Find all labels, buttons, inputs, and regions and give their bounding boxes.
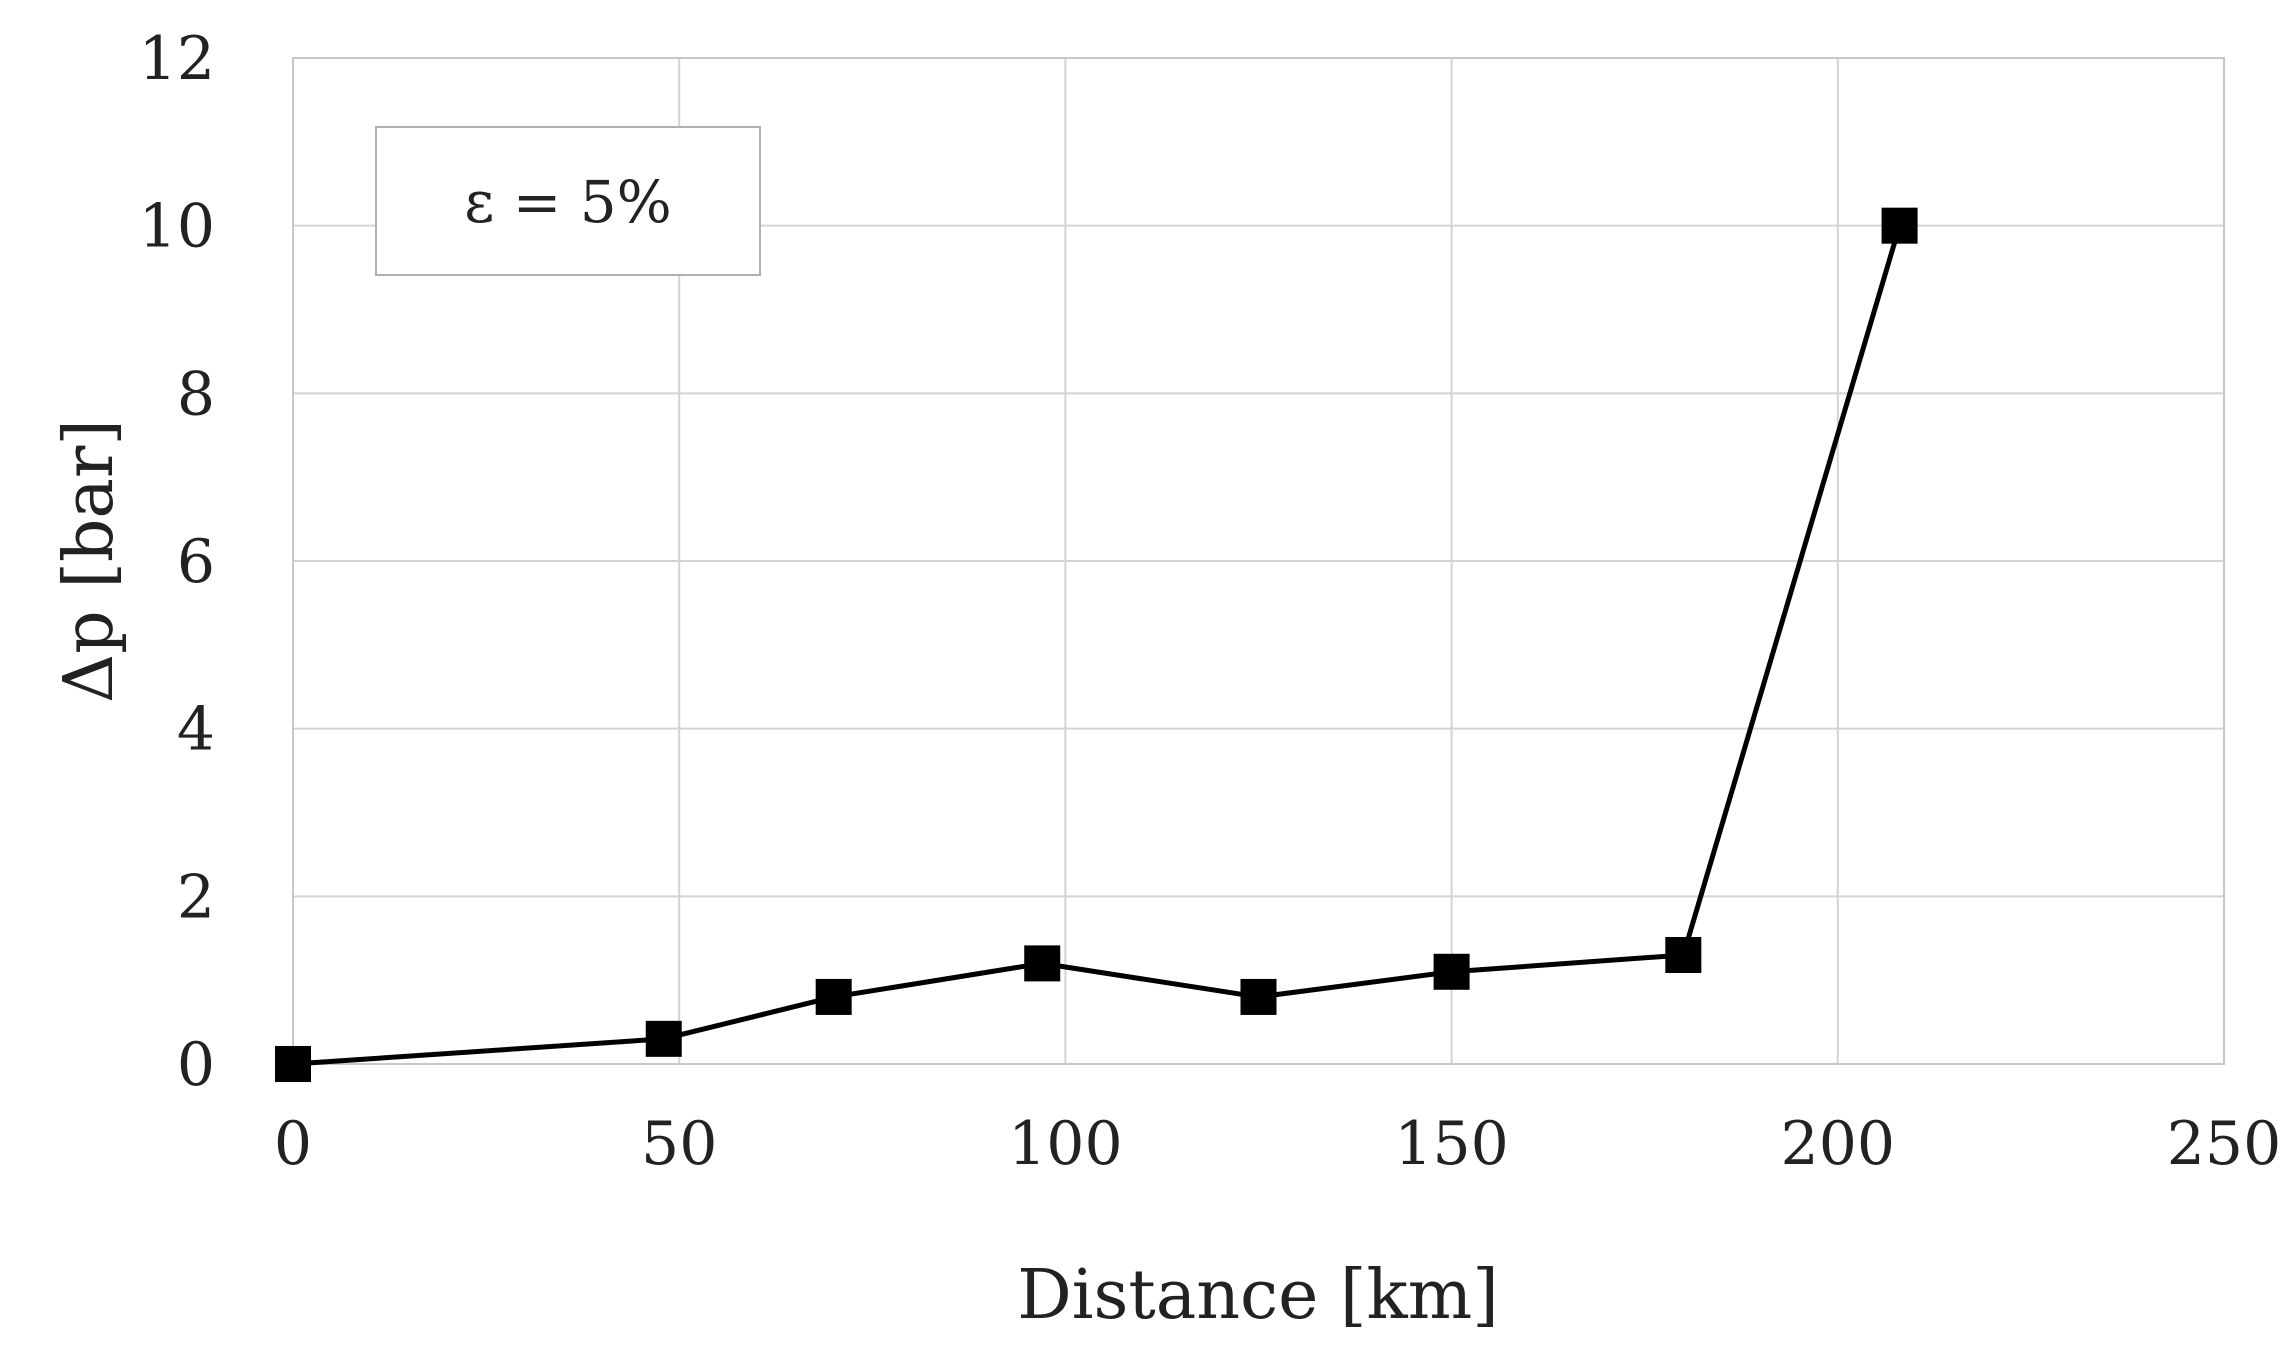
x-tick-labels: 0 50 100 150 200 250 (274, 1109, 2281, 1179)
data-point-marker (645, 1020, 682, 1057)
x-axis-label: Distance [km] (1017, 1256, 1499, 1335)
x-tick-label: 100 (1008, 1109, 1123, 1179)
y-tick-label: 0 (177, 1030, 215, 1100)
series-layer (275, 207, 1918, 1082)
y-tick-label: 4 (177, 695, 215, 765)
x-tick-label: 50 (641, 1109, 717, 1179)
y-tick-label: 10 (139, 192, 215, 262)
y-axis-label: Δp [bar] (50, 419, 129, 703)
y-tick-label: 2 (177, 862, 215, 932)
data-point-marker (1665, 937, 1702, 974)
x-tick-label: 150 (1394, 1109, 1509, 1179)
data-point-marker (1240, 978, 1277, 1015)
annotation-label: ε = 5% (464, 168, 672, 236)
data-point-marker (1024, 945, 1061, 982)
series-line (292, 224, 1902, 1067)
x-tick-label: 0 (274, 1109, 312, 1179)
y-tick-label: 6 (177, 527, 215, 597)
data-point-marker (1433, 953, 1470, 990)
plot-frame (292, 57, 2225, 1065)
y-tick-labels: 0 2 4 6 8 10 12 (139, 24, 215, 1100)
y-tick-label: 12 (139, 24, 215, 94)
data-point-marker (275, 1046, 311, 1082)
x-tick-label: 200 (1781, 1109, 1896, 1179)
x-tick-label: 250 (2167, 1109, 2282, 1179)
data-point-marker (815, 978, 852, 1015)
annotation-box: ε = 5% (375, 126, 761, 276)
y-tick-label: 8 (177, 359, 215, 429)
data-point-marker (1881, 207, 1918, 244)
annotation-frame (375, 126, 761, 276)
